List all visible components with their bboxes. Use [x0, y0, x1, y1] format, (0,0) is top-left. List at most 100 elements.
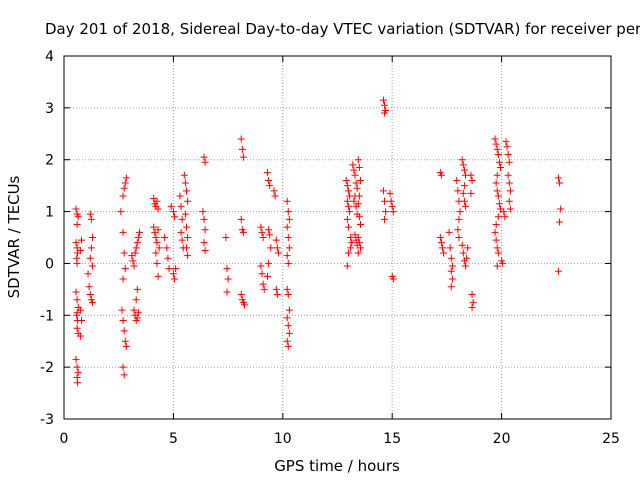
data-point	[119, 363, 127, 371]
data-point	[201, 158, 209, 166]
data-point	[224, 275, 232, 283]
data-point	[133, 239, 141, 247]
data-point	[283, 314, 291, 322]
data-point	[284, 322, 292, 330]
data-point	[274, 249, 282, 257]
data-point	[119, 228, 127, 236]
data-point	[153, 259, 161, 267]
data-point	[455, 234, 463, 241]
data-point	[257, 262, 265, 270]
data-point	[180, 171, 188, 179]
data-point	[492, 221, 500, 229]
data-point	[440, 249, 448, 257]
y-tick-label: 3	[45, 101, 54, 117]
data-point	[283, 337, 291, 345]
data-point	[464, 244, 472, 252]
data-point	[344, 223, 352, 231]
data-point	[73, 221, 81, 229]
data-point	[349, 161, 357, 169]
data-point	[237, 291, 245, 299]
data-point	[86, 291, 94, 299]
data-point	[74, 213, 82, 221]
data-point	[257, 223, 265, 231]
data-point	[386, 189, 394, 197]
data-point	[505, 158, 513, 166]
data-point	[468, 291, 476, 299]
data-point	[167, 202, 175, 210]
data-point	[265, 259, 273, 267]
data-point	[342, 176, 350, 184]
data-point	[73, 296, 81, 304]
data-point	[154, 226, 162, 234]
data-point	[463, 254, 471, 262]
data-point	[199, 208, 207, 216]
data-point	[495, 158, 503, 166]
data-point	[122, 174, 130, 182]
data-point	[469, 298, 477, 306]
data-point	[344, 187, 352, 195]
data-point	[467, 171, 475, 179]
plot-frame	[63, 55, 612, 420]
data-point	[130, 262, 138, 270]
x-axis-label: GPS time / hours	[274, 457, 400, 475]
data-point	[283, 197, 291, 205]
data-point	[239, 153, 247, 161]
data-point	[343, 182, 351, 190]
data-point	[132, 244, 140, 252]
data-point	[263, 272, 271, 280]
data-point	[86, 210, 94, 218]
data-point	[499, 259, 507, 267]
data-point	[273, 244, 281, 252]
data-point	[223, 265, 231, 273]
data-point	[265, 176, 273, 184]
data-point	[169, 270, 177, 278]
data-point	[154, 205, 162, 213]
y-tick-label: 0	[45, 256, 54, 272]
data-point	[356, 244, 364, 252]
data-point	[459, 189, 467, 197]
data-point	[459, 249, 467, 257]
data-point	[455, 215, 463, 223]
y-tick-label: 1	[45, 205, 54, 221]
data-point	[84, 270, 92, 278]
data-point	[460, 197, 468, 205]
data-point	[119, 192, 127, 200]
data-point	[458, 156, 466, 164]
data-point	[129, 257, 137, 265]
data-point	[355, 163, 363, 171]
data-point	[554, 174, 562, 182]
data-point	[121, 265, 129, 273]
data-point	[266, 182, 274, 190]
data-point	[178, 215, 186, 223]
data-point	[497, 163, 505, 171]
data-point	[237, 215, 245, 223]
data-point	[454, 226, 462, 234]
data-point	[184, 252, 192, 260]
data-point	[119, 275, 127, 283]
data-point	[154, 272, 162, 280]
data-point	[170, 275, 178, 283]
data-point	[284, 234, 292, 241]
data-point	[346, 208, 354, 216]
x-tick-label: 15	[383, 431, 401, 447]
data-point	[74, 368, 82, 376]
data-point	[493, 187, 501, 195]
data-point	[121, 337, 129, 345]
data-point	[86, 254, 94, 262]
data-point	[454, 187, 462, 195]
data-point	[176, 192, 184, 200]
data-point	[460, 166, 468, 174]
data-point	[354, 249, 362, 257]
data-point	[88, 298, 96, 306]
data-point	[73, 311, 81, 319]
data-point	[461, 202, 469, 210]
data-point	[503, 143, 511, 151]
data-point	[468, 304, 476, 312]
chart-title: Day 201 of 2018, Sidereal Day-to-day VTE…	[45, 20, 640, 38]
data-point	[350, 197, 358, 205]
data-point	[73, 363, 81, 371]
data-point	[356, 221, 364, 229]
data-point	[381, 101, 389, 109]
data-point	[283, 252, 291, 260]
data-point	[389, 275, 397, 283]
